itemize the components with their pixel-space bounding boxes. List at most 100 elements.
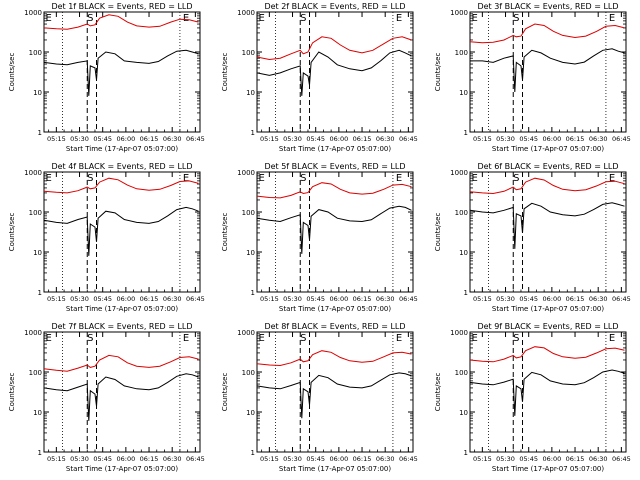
panel-title: Det 1f BLACK = Events, RED = LLD xyxy=(51,2,192,11)
x-tick-label: 06:45 xyxy=(612,455,631,463)
x-tick-label: 06:15 xyxy=(140,135,159,143)
y-tick-label: 1000 xyxy=(24,329,42,337)
panel-title: Det 5f BLACK = Events, RED = LLD xyxy=(264,162,405,171)
series-events-line xyxy=(43,49,199,96)
x-tick-label: 05:45 xyxy=(93,455,112,463)
panel-title: Det 2f BLACK = Events, RED = LLD xyxy=(264,2,405,11)
y-tick-label: 1 xyxy=(38,449,42,457)
y-tick-label: 10 xyxy=(246,409,255,417)
plot-frame xyxy=(256,331,414,453)
y-tick-label: 100 xyxy=(29,49,42,57)
x-axis-label: Start Time (17-Apr-07 05:07:00) xyxy=(279,305,391,313)
x-tick-label: 05:30 xyxy=(70,455,89,463)
x-axis-label: Start Time (17-Apr-07 05:07:00) xyxy=(66,145,178,153)
series-events-line xyxy=(43,206,199,256)
saa-marker: S xyxy=(513,333,519,344)
event-start-marker: E xyxy=(471,173,477,184)
x-tick-label: 05:30 xyxy=(70,135,89,143)
x-tick-label: 06:45 xyxy=(399,135,418,143)
x-tick-label: 05:15 xyxy=(47,455,66,463)
x-tick-label: 06:45 xyxy=(186,455,205,463)
y-tick-label: 1000 xyxy=(237,329,255,337)
x-tick-label: 06:30 xyxy=(376,135,395,143)
x-axis-label: Start Time (17-Apr-07 05:07:00) xyxy=(492,305,604,313)
y-tick-label: 1000 xyxy=(24,169,42,177)
saa-marker: S xyxy=(513,13,519,24)
saa-marker: S xyxy=(300,333,306,344)
x-tick-label: 05:15 xyxy=(260,295,279,303)
panel-plot: Det 5f BLACK = Events, RED = LLD 1 10 100 10… xyxy=(221,162,418,313)
y-tick-label: 1000 xyxy=(24,9,42,17)
x-tick-label: 06:30 xyxy=(163,135,182,143)
x-tick-label: 05:15 xyxy=(473,295,492,303)
y-axis-label: Counts/sec xyxy=(8,373,16,412)
x-tick-label: 05:30 xyxy=(283,135,302,143)
x-tick-label: 06:30 xyxy=(163,455,182,463)
panel-plot: Det 6f BLACK = Events, RED = LLD 1 10 100 10… xyxy=(434,162,631,313)
x-axis-label: Start Time (17-Apr-07 05:07:00) xyxy=(492,145,604,153)
y-tick-label: 1000 xyxy=(237,9,255,17)
series-lld-line xyxy=(256,36,412,61)
x-tick-label: 06:15 xyxy=(353,295,372,303)
y-tick-label: 10 xyxy=(459,89,468,97)
x-tick-label: 06:15 xyxy=(566,135,585,143)
x-tick-label: 05:45 xyxy=(306,455,325,463)
y-axis-label: Counts/sec xyxy=(434,53,442,92)
y-tick-label: 1000 xyxy=(237,169,255,177)
detector-panel: Det 3f BLACK = Events, RED = LLD 1 10 100 10… xyxy=(426,0,639,160)
x-tick-label: 06:30 xyxy=(589,135,608,143)
x-tick-label: 06:30 xyxy=(589,295,608,303)
x-tick-label: 05:15 xyxy=(473,455,492,463)
panel-plot: Det 7f BLACK = Events, RED = LLD 1 10 100 10… xyxy=(8,322,205,473)
plot-frame xyxy=(43,331,201,453)
y-axis-label: Counts/sec xyxy=(8,53,16,92)
x-tick-label: 06:15 xyxy=(353,455,372,463)
panel-title: Det 7f BLACK = Events, RED = LLD xyxy=(51,322,192,331)
panel-title: Det 8f BLACK = Events, RED = LLD xyxy=(264,322,405,331)
x-tick-label: 06:00 xyxy=(116,135,135,143)
x-tick-label: 06:45 xyxy=(399,455,418,463)
event-start-marker: E xyxy=(258,333,264,344)
event-start-marker: E xyxy=(45,333,51,344)
y-tick-label: 100 xyxy=(29,369,42,377)
event-end-marker: E xyxy=(396,13,402,24)
series-events-line xyxy=(256,372,412,419)
x-axis-label: Start Time (17-Apr-07 05:07:00) xyxy=(66,305,178,313)
detector-panel: Det 2f BLACK = Events, RED = LLD 1 10 100 10… xyxy=(213,0,426,160)
x-tick-label: 06:15 xyxy=(353,135,372,143)
y-tick-label: 10 xyxy=(459,249,468,257)
x-tick-label: 05:45 xyxy=(519,135,538,143)
event-end-marker: E xyxy=(609,13,615,24)
series-lld-line xyxy=(43,14,199,30)
saa-marker: S xyxy=(87,13,93,24)
event-end-marker: E xyxy=(396,173,402,184)
detector-panel: Det 8f BLACK = Events, RED = LLD 1 10 100 10… xyxy=(213,320,426,480)
y-axis-label: Counts/sec xyxy=(434,213,442,252)
detector-panel: Det 9f BLACK = Events, RED = LLD 1 10 100 10… xyxy=(426,320,639,480)
series-lld-line xyxy=(469,177,625,195)
x-tick-label: 05:45 xyxy=(93,135,112,143)
x-tick-label: 05:45 xyxy=(306,135,325,143)
y-tick-label: 100 xyxy=(242,209,255,217)
series-lld-line xyxy=(469,23,625,44)
y-tick-label: 1 xyxy=(251,449,255,457)
y-tick-label: 10 xyxy=(246,89,255,97)
detector-panel: Det 5f BLACK = Events, RED = LLD 1 10 100 10… xyxy=(213,160,426,320)
event-end-marker: E xyxy=(609,173,615,184)
saa-marker: S xyxy=(87,173,93,184)
x-axis-label: Start Time (17-Apr-07 05:07:00) xyxy=(492,465,604,473)
x-tick-label: 05:45 xyxy=(519,455,538,463)
x-tick-label: 06:00 xyxy=(329,295,348,303)
x-tick-label: 05:30 xyxy=(496,295,515,303)
y-tick-label: 100 xyxy=(455,49,468,57)
x-tick-label: 05:30 xyxy=(496,135,515,143)
detector-panel: Det 6f BLACK = Events, RED = LLD 1 10 100 10… xyxy=(426,160,639,320)
x-tick-label: 06:45 xyxy=(186,295,205,303)
plot-frame xyxy=(469,331,627,453)
panel-title: Det 6f BLACK = Events, RED = LLD xyxy=(477,162,618,171)
y-tick-label: 1 xyxy=(464,449,468,457)
x-axis-label: Start Time (17-Apr-07 05:07:00) xyxy=(279,465,391,473)
x-tick-label: 06:45 xyxy=(399,295,418,303)
x-tick-label: 06:30 xyxy=(589,455,608,463)
